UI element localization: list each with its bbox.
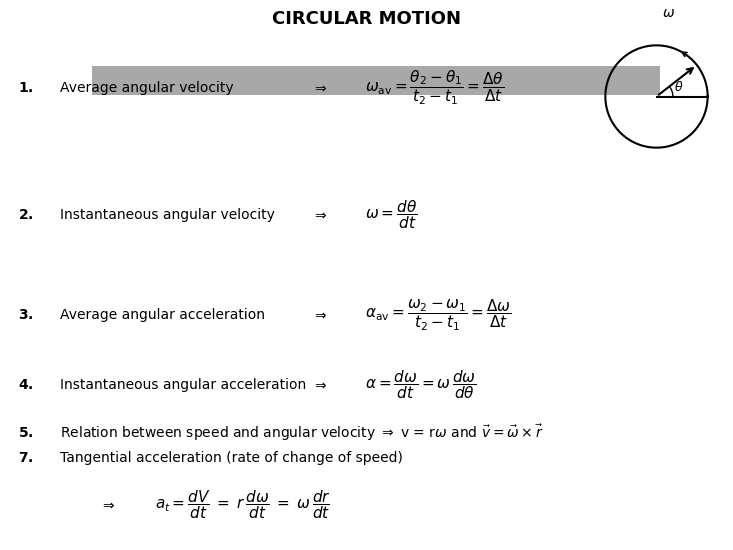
Text: $\mathbf{4.}$: $\mathbf{4.}$ [18,378,34,392]
Text: Average angular velocity: Average angular velocity [60,81,234,95]
Text: $\mathbf{1.}$: $\mathbf{1.}$ [18,81,34,95]
Text: $\mathbf{2.}$: $\mathbf{2.}$ [18,208,34,222]
Text: Instantaneous angular acceleration: Instantaneous angular acceleration [60,378,306,392]
Text: $\Rightarrow$: $\Rightarrow$ [312,378,328,392]
Bar [92,66,660,95]
Text: $\mathbf{3.}$: $\mathbf{3.}$ [18,308,34,322]
Text: $\mathbf{5.}$: $\mathbf{5.}$ [18,426,34,440]
Text: $\Rightarrow$: $\Rightarrow$ [312,208,328,222]
Text: $\omega_{\mathrm{av}} = \dfrac{\theta_2 - \theta_1}{t_2 - t_1} = \dfrac{\Delta\t: $\omega_{\mathrm{av}} = \dfrac{\theta_2 … [365,69,504,107]
Text: Relation between speed and angular velocity $\Rightarrow$ v = r$\omega$ and $\ve: Relation between speed and angular veloc… [60,423,544,443]
Text: $\alpha = \dfrac{d\omega}{dt} = \omega\,\dfrac{d\omega}{d\theta}$: $\alpha = \dfrac{d\omega}{dt} = \omega\,… [365,368,476,402]
Text: $\omega$: $\omega$ [662,6,674,20]
Text: Average angular acceleration: Average angular acceleration [60,308,265,322]
Text: $\theta$: $\theta$ [674,80,684,94]
Text: $a_t = \dfrac{dV}{dt} \;=\; r\,\dfrac{d\omega}{dt} \;=\; \omega\,\dfrac{dr}{dt}$: $a_t = \dfrac{dV}{dt} \;=\; r\,\dfrac{d\… [155,488,331,521]
Text: $\mathbf{7.}$: $\mathbf{7.}$ [18,451,34,465]
Text: $\Rightarrow$: $\Rightarrow$ [312,81,328,95]
Text: Instantaneous angular velocity: Instantaneous angular velocity [60,208,275,222]
Text: $\omega = \dfrac{d\theta}{dt}$: $\omega = \dfrac{d\theta}{dt}$ [365,199,418,232]
Text: $\alpha_{\mathrm{av}} = \dfrac{\omega_2 - \omega_1}{t_2 - t_1} = \dfrac{\Delta\o: $\alpha_{\mathrm{av}} = \dfrac{\omega_2 … [365,297,512,333]
Text: $\Rightarrow$: $\Rightarrow$ [312,308,328,322]
Text: CIRCULAR MOTION: CIRCULAR MOTION [272,10,461,28]
Text: Tangential acceleration (rate of change of speed): Tangential acceleration (rate of change … [60,451,403,465]
Text: $\Rightarrow$: $\Rightarrow$ [100,498,116,512]
